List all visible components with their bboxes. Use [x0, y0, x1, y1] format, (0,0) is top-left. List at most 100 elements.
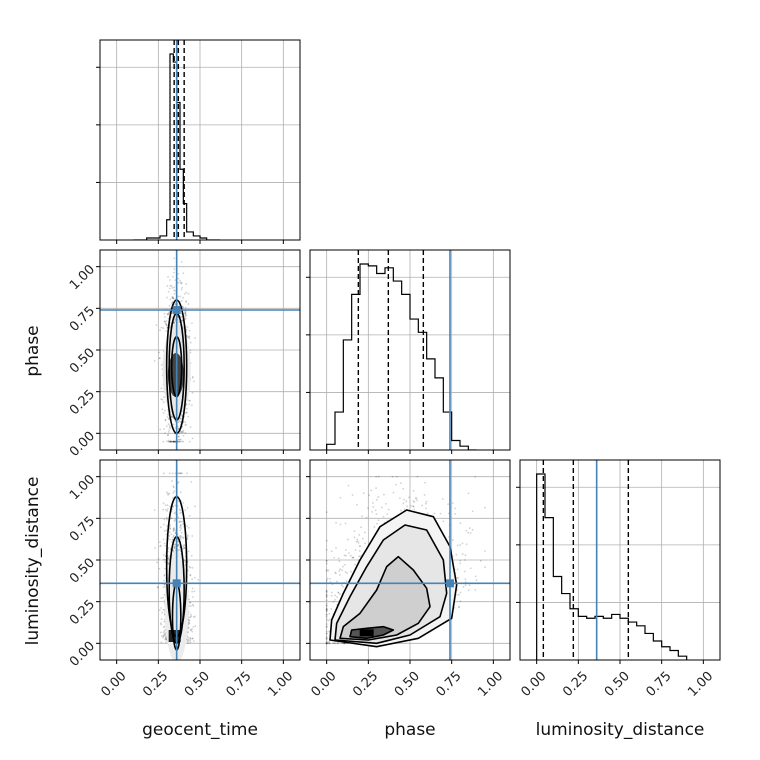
scatter-point	[179, 529, 182, 532]
scatter-point	[338, 560, 341, 563]
scatter-point	[464, 554, 467, 557]
scatter-point	[326, 641, 329, 644]
scatter-point	[400, 509, 402, 512]
scatter-point	[188, 618, 190, 621]
scatter-point	[484, 566, 486, 568]
scatter-point	[181, 537, 184, 539]
scatter-point	[344, 549, 347, 551]
scatter-point	[177, 436, 180, 438]
scatter-point	[172, 440, 174, 443]
scatter-point	[326, 577, 329, 580]
scatter-point	[165, 330, 168, 332]
scatter-point	[332, 642, 334, 645]
scatter-point	[325, 559, 328, 562]
scatter-point	[325, 594, 328, 597]
scatter-point	[186, 525, 188, 528]
scatter-point	[184, 432, 187, 434]
scatter-point	[182, 306, 185, 309]
scatter-point	[345, 554, 347, 557]
scatter-point	[339, 568, 341, 571]
scatter-point	[339, 496, 342, 499]
scatter-point	[180, 531, 183, 534]
scatter-point	[174, 472, 177, 475]
scatter-point	[325, 559, 328, 562]
scatter-point	[154, 547, 156, 550]
scatter-point	[172, 505, 175, 508]
y-tick-label: 0.00	[67, 639, 98, 670]
x-tick-label: 0.25	[560, 669, 591, 700]
scatter-point	[439, 512, 442, 515]
scatter-point	[197, 579, 200, 581]
scatter-point	[189, 639, 192, 642]
x-axis-title-geocent-time: geocent_time	[142, 720, 258, 740]
scatter-point	[165, 425, 168, 428]
scatter-point	[178, 472, 180, 475]
scatter-point	[177, 428, 180, 430]
scatter-point	[341, 569, 343, 572]
scatter-point	[353, 530, 356, 532]
scatter-point	[325, 570, 328, 573]
scatter-point	[325, 642, 328, 645]
scatter-point	[190, 615, 193, 618]
scatter-point	[328, 618, 331, 621]
scatter-point	[172, 440, 175, 443]
scatter-point	[170, 517, 173, 520]
scatter-point	[188, 514, 191, 517]
scatter-point	[180, 527, 183, 530]
scatter-point	[173, 527, 175, 530]
scatter-point	[153, 509, 156, 511]
scatter-point	[343, 642, 345, 645]
scatter-point	[325, 539, 328, 542]
scatter-point	[178, 472, 180, 475]
scatter-point	[186, 506, 189, 509]
scatter-point	[189, 628, 192, 631]
scatter-point	[374, 509, 377, 512]
scatter-point	[187, 622, 190, 625]
scatter-point	[358, 555, 360, 558]
scatter-point	[184, 421, 187, 423]
scatter-point	[184, 312, 187, 315]
scatter-point	[189, 613, 192, 616]
scatter-point	[174, 545, 177, 548]
scatter-point	[182, 547, 185, 550]
scatter-point	[168, 492, 171, 495]
scatter-point	[336, 642, 339, 644]
scatter-point	[337, 591, 340, 594]
scatter-point	[375, 487, 378, 490]
scatter-point	[405, 500, 408, 503]
scatter-point	[164, 558, 167, 561]
scatter-point	[177, 500, 180, 503]
scatter-point	[187, 631, 189, 634]
x-tick-label: 0.50	[392, 669, 423, 700]
scatter-point	[384, 502, 387, 505]
scatter-point	[186, 635, 189, 638]
scatter-point	[325, 608, 328, 611]
scatter-point	[168, 531, 171, 534]
scatter-point	[174, 318, 176, 321]
scatter-point	[178, 419, 181, 421]
scatter-point	[412, 500, 415, 502]
scatter-point	[164, 641, 167, 644]
scatter-point	[179, 524, 182, 526]
scatter-point	[169, 298, 172, 301]
scatter-point	[462, 586, 465, 588]
scatter-point	[344, 563, 346, 566]
scatter-point	[184, 559, 187, 562]
scatter-point	[370, 489, 373, 492]
scatter-point	[184, 311, 187, 314]
scatter-point	[166, 313, 169, 315]
scatter-point	[355, 540, 358, 543]
scatter-point	[467, 589, 470, 592]
scatter-point	[172, 275, 174, 278]
scatter-point	[188, 329, 191, 332]
scatter-point	[159, 329, 161, 332]
scatter-point	[191, 391, 194, 394]
pair-clip-group	[100, 250, 300, 450]
scatter-point	[191, 535, 194, 537]
scatter-point	[190, 404, 193, 407]
scatter-point	[173, 321, 176, 323]
scatter-point	[187, 640, 189, 643]
scatter-point	[168, 556, 170, 559]
scatter-point	[372, 502, 374, 504]
